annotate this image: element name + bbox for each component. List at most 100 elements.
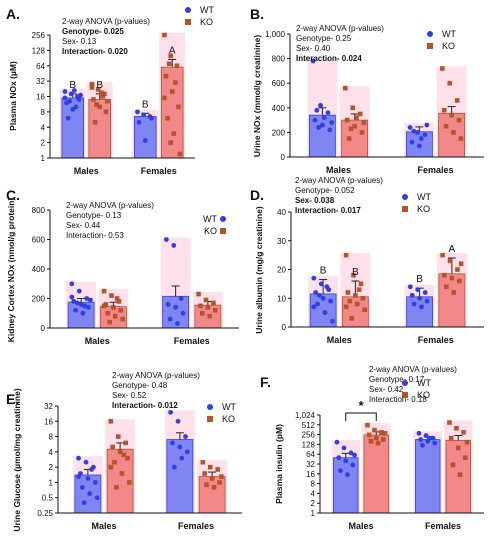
legend-label: WT	[203, 214, 217, 224]
stats-label: Interaction-	[112, 401, 158, 410]
data-point	[320, 295, 326, 301]
panel-letter: B.	[250, 6, 264, 22]
data-point	[109, 293, 114, 298]
data-point	[443, 284, 449, 290]
data-point	[366, 432, 372, 438]
data-point	[352, 452, 357, 458]
stats-line: Interaction- 0.017	[295, 206, 361, 215]
data-point	[89, 467, 94, 472]
stats-value: 0.012	[158, 401, 179, 410]
stats-label: Genotype-	[62, 27, 104, 36]
data-point	[462, 455, 468, 460]
data-point	[447, 80, 453, 86]
stats-value: 0.13	[81, 37, 97, 46]
panel-letter: C.	[6, 187, 20, 203]
legend-label: WT	[442, 29, 456, 39]
data-point	[219, 474, 224, 479]
data-point	[120, 316, 125, 322]
y-tick-label: 256	[32, 31, 46, 40]
data-point	[454, 425, 459, 431]
legend-label: KO	[200, 17, 213, 27]
data-point	[343, 85, 348, 91]
data-point	[199, 310, 205, 316]
y-tick-label: 16	[306, 470, 315, 479]
data-point	[351, 272, 356, 278]
data-point	[456, 278, 462, 284]
stats-value: 0.020	[108, 47, 129, 56]
y-tick-label: 800	[272, 55, 286, 64]
y-axis-label: Urine NOx (mmol/g creatinine)	[252, 35, 262, 157]
data-point	[78, 92, 83, 98]
data-point	[116, 299, 122, 304]
y-tick-label: 200	[32, 295, 46, 304]
data-point	[352, 123, 357, 129]
y-tick-label: 600	[32, 236, 46, 245]
data-point	[165, 302, 171, 307]
data-point	[100, 94, 106, 99]
significance-letter: B	[416, 274, 423, 285]
y-tick-label: 1,000	[265, 30, 286, 39]
y-tick-label: 0.25	[37, 509, 53, 518]
significance-letter: B	[96, 80, 103, 91]
data-point	[175, 418, 181, 424]
panel-f: F. Plasma insulin (pM) Males Females 1248163…	[260, 365, 484, 531]
data-point	[423, 433, 429, 438]
data-point	[447, 420, 452, 425]
data-point	[79, 484, 85, 490]
data-point	[67, 98, 73, 104]
y-tick-label: 1	[49, 478, 54, 487]
data-point	[416, 143, 422, 149]
data-point	[416, 430, 422, 436]
y-tick-label: 64	[36, 62, 45, 71]
stats-label: Sex-	[66, 221, 85, 230]
stats-line: Sex- 0.52	[112, 391, 147, 400]
data-point	[422, 132, 428, 138]
stats-line: Sex- 0.42	[369, 385, 404, 394]
data-point	[422, 290, 428, 295]
data-point	[432, 440, 438, 446]
data-point	[200, 459, 206, 465]
data-point	[440, 252, 445, 258]
legend-label: WT	[222, 402, 236, 412]
data-point	[171, 464, 177, 470]
data-point	[455, 267, 460, 272]
data-point	[101, 303, 107, 309]
data-point	[419, 304, 424, 310]
legend-label: KO	[204, 226, 217, 236]
stats-label: Genotype-	[369, 375, 409, 384]
data-point	[372, 427, 377, 433]
data-point	[345, 290, 351, 295]
data-point	[319, 122, 325, 128]
data-point	[62, 89, 68, 94]
stats-value: 0.42	[388, 385, 404, 394]
data-point	[343, 458, 349, 464]
y-axis-label: Plasma NOx (µM)	[8, 61, 18, 131]
panel-d: D. Urine albumin (mg/g creatinine) B B Males…	[250, 176, 484, 345]
data-point	[344, 117, 350, 123]
stats-title: 2-way ANOVA (p-values)	[62, 17, 150, 26]
data-point	[69, 281, 75, 287]
panel-letter: E.	[6, 391, 19, 407]
y-tick-label: 10	[277, 294, 286, 303]
data-point	[114, 296, 120, 301]
data-point	[325, 110, 331, 116]
significance-bracket	[345, 412, 377, 421]
significance-letter: A	[169, 45, 176, 56]
stats-line: Interaction- 0.53	[66, 231, 124, 240]
data-point	[457, 472, 463, 478]
y-tick-label: 2	[49, 463, 54, 472]
data-point	[448, 435, 454, 441]
data-point	[451, 290, 457, 295]
data-point	[334, 439, 340, 445]
data-point	[318, 281, 324, 287]
data-point	[163, 237, 169, 242]
data-point	[454, 98, 460, 103]
y-tick-label: 128	[32, 46, 46, 55]
data-point	[76, 97, 82, 102]
legend-label: KO	[442, 41, 455, 51]
data-point	[203, 297, 209, 303]
y-tick-label: 8	[49, 433, 54, 442]
data-point	[347, 298, 353, 304]
data-point	[380, 437, 386, 442]
